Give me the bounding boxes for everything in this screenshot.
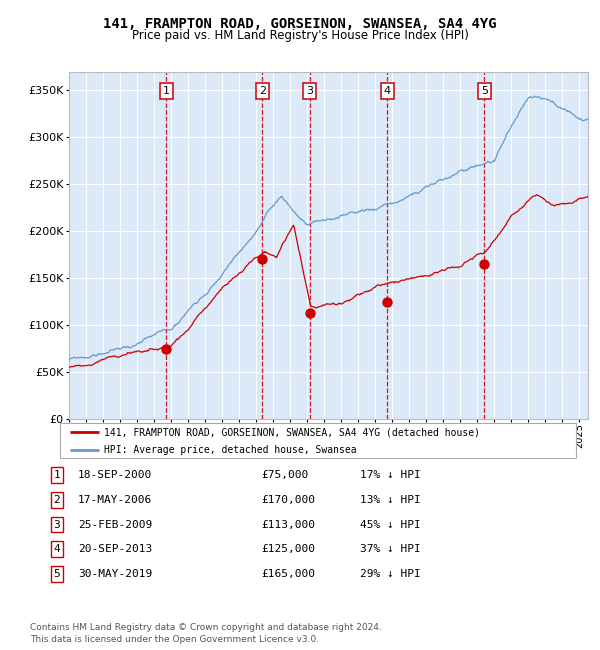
Text: £170,000: £170,000 xyxy=(261,495,315,505)
Text: 1: 1 xyxy=(53,470,61,480)
Text: 4: 4 xyxy=(384,86,391,96)
Text: 3: 3 xyxy=(306,86,313,96)
Text: This data is licensed under the Open Government Licence v3.0.: This data is licensed under the Open Gov… xyxy=(30,634,319,644)
Text: £125,000: £125,000 xyxy=(261,544,315,554)
Text: Price paid vs. HM Land Registry's House Price Index (HPI): Price paid vs. HM Land Registry's House … xyxy=(131,29,469,42)
Text: 17-MAY-2006: 17-MAY-2006 xyxy=(78,495,152,505)
Text: £113,000: £113,000 xyxy=(261,519,315,530)
FancyBboxPatch shape xyxy=(60,422,576,458)
Text: 25-FEB-2009: 25-FEB-2009 xyxy=(78,519,152,530)
Text: 5: 5 xyxy=(481,86,488,96)
Text: £75,000: £75,000 xyxy=(261,470,308,480)
Text: 37% ↓ HPI: 37% ↓ HPI xyxy=(360,544,421,554)
Text: 30-MAY-2019: 30-MAY-2019 xyxy=(78,569,152,579)
Text: HPI: Average price, detached house, Swansea: HPI: Average price, detached house, Swan… xyxy=(104,445,356,456)
Text: 141, FRAMPTON ROAD, GORSEINON, SWANSEA, SA4 4YG (detached house): 141, FRAMPTON ROAD, GORSEINON, SWANSEA, … xyxy=(104,427,480,437)
Text: 4: 4 xyxy=(53,544,61,554)
Text: £165,000: £165,000 xyxy=(261,569,315,579)
Text: 18-SEP-2000: 18-SEP-2000 xyxy=(78,470,152,480)
Text: 3: 3 xyxy=(53,519,61,530)
Text: 20-SEP-2013: 20-SEP-2013 xyxy=(78,544,152,554)
Text: 2: 2 xyxy=(53,495,61,505)
Text: 29% ↓ HPI: 29% ↓ HPI xyxy=(360,569,421,579)
Text: 45% ↓ HPI: 45% ↓ HPI xyxy=(360,519,421,530)
Text: 1: 1 xyxy=(163,86,170,96)
Text: 5: 5 xyxy=(53,569,61,579)
Text: 17% ↓ HPI: 17% ↓ HPI xyxy=(360,470,421,480)
Text: 13% ↓ HPI: 13% ↓ HPI xyxy=(360,495,421,505)
Text: Contains HM Land Registry data © Crown copyright and database right 2024.: Contains HM Land Registry data © Crown c… xyxy=(30,623,382,632)
Text: 2: 2 xyxy=(259,86,266,96)
Text: 141, FRAMPTON ROAD, GORSEINON, SWANSEA, SA4 4YG: 141, FRAMPTON ROAD, GORSEINON, SWANSEA, … xyxy=(103,17,497,31)
